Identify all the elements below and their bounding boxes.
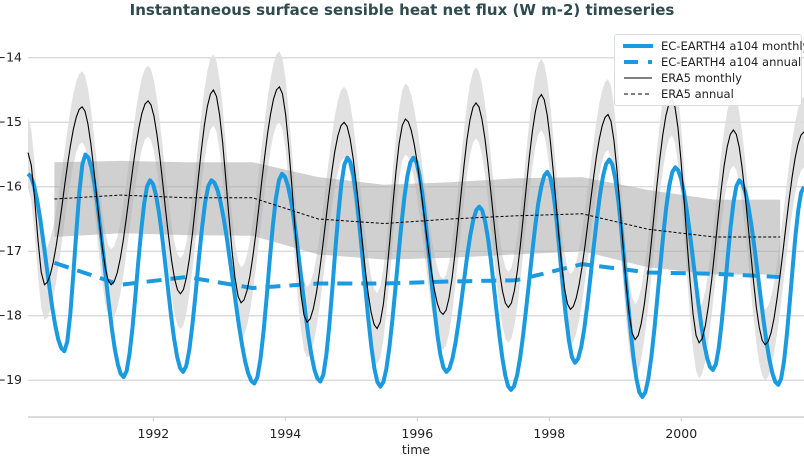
legend-label: ERA5 monthly [661, 71, 742, 85]
legend-label: EC-EARTH4 a104 monthly [661, 39, 804, 53]
legend-swatch-dashed-blue [624, 60, 652, 64]
chart-title: Instantaneous surface sensible heat net … [129, 1, 675, 19]
x-axis-label: time [402, 442, 431, 457]
legend-swatch-solid-blue [623, 44, 653, 48]
legend-item-model-monthly: EC-EARTH4 a104 monthly [623, 38, 804, 54]
y-tick-label: −17 [0, 243, 22, 258]
y-tick-label: −16 [0, 179, 22, 194]
y-tick-label: −14 [0, 50, 22, 65]
legend-label: ERA5 annual [661, 87, 734, 101]
x-tick-label: 1994 [269, 426, 301, 441]
legend-item-era5-monthly: ERA5 monthly [623, 70, 742, 86]
x-tick-label: 1998 [533, 426, 565, 441]
legend-swatch-dashed-black [624, 93, 652, 95]
x-tick-label: 2000 [665, 426, 697, 441]
legend-item-model-annual: EC-EARTH4 a104 annual [623, 54, 801, 70]
series-line-era5-annual [54, 194, 781, 238]
x-tick-label: 1996 [401, 426, 433, 441]
y-tick-label: −15 [0, 114, 22, 129]
legend-item-era5-annual: ERA5 annual [623, 86, 734, 102]
era5-annual-spread-band [54, 160, 781, 275]
x-tick-label: 1992 [137, 426, 169, 441]
y-tick-label: −18 [0, 308, 22, 323]
y-tick-label: −19 [0, 372, 22, 387]
series-line-model-annual [53, 260, 781, 291]
legend: EC-EARTH4 a104 monthly EC-EARTH4 a104 an… [614, 34, 804, 106]
legend-swatch-solid-black [624, 77, 652, 79]
legend-label: EC-EARTH4 a104 annual [661, 55, 802, 69]
